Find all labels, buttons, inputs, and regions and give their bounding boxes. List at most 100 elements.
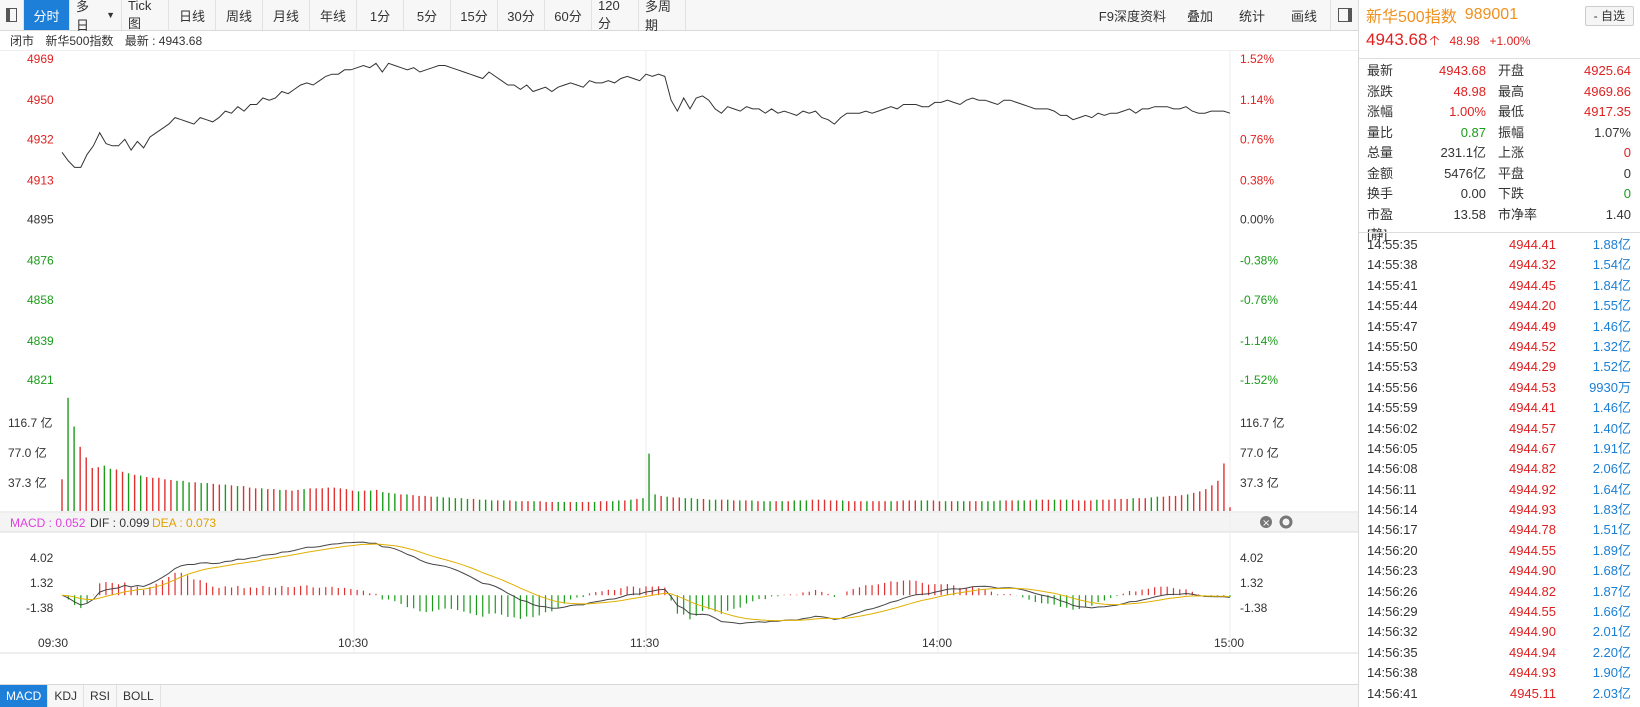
tick-row: 14:56:11 4944.92 1.64亿 [1359,480,1640,500]
info-latest-sep: : [148,34,159,48]
quote-value: 1.40 [1605,206,1631,222]
toggle-right-panel-button[interactable] [1330,0,1358,30]
quote-key: 最新 [1367,63,1394,78]
tick-row: 14:55:50 4944.52 1.32亿 [1359,337,1640,357]
tick-price: 4945.11 [1509,685,1556,701]
tab-monthly[interactable]: 月线 [263,0,310,30]
market-status: 闭市 [10,34,35,48]
tick-row: 14:56:38 4944.93 1.90亿 [1359,663,1640,683]
overlay-button[interactable]: 叠加 [1186,8,1213,24]
dea-value-label: DEA : 0.073 [152,516,216,530]
quote-key: 平盘 [1498,165,1525,181]
tab-multi-period[interactable]: 多周期 [639,0,686,33]
tab-intraday[interactable]: 分时 [24,0,70,30]
tick-price: 4944.32 [1509,257,1556,273]
tick-time: 14:56:29 [1367,604,1418,620]
price-line [61,62,1231,168]
tick-amount: 1.68亿 [1592,563,1631,579]
tick-price: 4944.93 [1509,502,1556,518]
indicator-tab-rsi[interactable]: RSI [84,685,118,707]
tab-30min[interactable]: 30分 [498,0,545,30]
tick-amount: 2.06亿 [1592,461,1631,477]
tick-amount: 1.87亿 [1592,583,1631,599]
pct-axis-label: 1.14% [1240,93,1274,107]
tick-price: 4944.45 [1509,277,1556,293]
info-index-name: 新华500指数 [45,34,114,48]
macd-value-label: MACD : 0.052 [10,516,86,530]
tick-amount: 1.51亿 [1592,522,1631,538]
price-axis-label: 4932 [27,132,54,146]
quote-key: 振幅 [1498,124,1525,140]
tick-row: 14:56:02 4944.57 1.40亿 [1359,419,1640,439]
quote-key: 金额 [1367,165,1394,181]
toolbar-spacer [686,0,1091,30]
arrow-up-icon: 🡡 [1429,32,1440,48]
quote-row: 涨跌 48.98 最高 4969.86 [1359,82,1640,103]
tick-time: 14:56:32 [1367,624,1418,640]
indicator-tab-boll[interactable]: BOLL [117,685,161,707]
quote-value: 5476亿 [1444,165,1486,181]
tick-amount: 1.64亿 [1592,481,1631,497]
volume-axis-label: 116.7 亿 [1240,415,1284,430]
quote-key: 最高 [1498,83,1525,99]
time-axis-label: 10:30 [338,636,368,650]
price-change-pct: +1.00% [1489,34,1531,48]
quote-price-line: 4943.68 🡡 48.98 +1.00% [1359,30,1640,52]
chart-toolbar: 分时 多日 ▼ Tick图 日线 周线 月线 年线 1分 5分 15分 30分 6… [0,0,1358,33]
macd-axis-label: -1.38 [1240,601,1268,615]
time-axis-label: 14:00 [922,636,952,650]
quote-key: 最低 [1498,104,1525,119]
toggle-left-panel-button[interactable] [0,0,24,30]
tick-amount: 2.20亿 [1592,644,1631,660]
quote-value: 0.00 [1460,186,1486,201]
tick-amount: 2.03亿 [1592,685,1631,701]
tick-price: 4944.41 [1509,400,1556,416]
tick-time: 14:55:53 [1367,359,1418,375]
tick-time: 14:55:59 [1367,400,1418,416]
price-axis-label: 4895 [27,213,54,227]
tab-120min[interactable]: 120分 [592,0,639,31]
tick-amount: 1.32亿 [1592,338,1631,354]
indicator-tab-macd[interactable]: MACD [0,685,49,707]
pct-axis-label: -0.38% [1240,254,1278,268]
intraday-chart[interactable]: 4969 1.52% 4950 1.14% 4932 0.76% 4913 0.38% 4895… [0,51,1358,684]
tick-row: 14:56:23 4944.90 1.68亿 [1359,561,1640,581]
tab-15min[interactable]: 15分 [451,0,498,30]
quote-key: 市盈[静] [1367,206,1394,243]
tick-row: 14:56:32 4944.90 2.01亿 [1359,622,1640,642]
tab-yearly[interactable]: 年线 [310,0,357,30]
tick-price: 4944.55 [1509,604,1556,620]
tab-tick[interactable]: Tick图 [122,0,169,31]
stats-button[interactable]: 统计 [1238,8,1265,24]
tick-time: 14:55:41 [1367,277,1418,293]
quote-key: 涨幅 [1367,104,1394,119]
panel-left-icon [6,8,17,22]
tab-5min[interactable]: 5分 [404,0,451,30]
tick-row: 14:55:53 4944.29 1.52亿 [1359,357,1640,377]
tick-row: 14:56:08 4944.82 2.06亿 [1359,459,1640,479]
tab-weekly[interactable]: 周线 [216,0,263,30]
tick-price: 4944.93 [1509,665,1556,681]
quote-key: 上涨 [1498,145,1525,160]
price-axis-label: 4913 [27,173,54,187]
add-favorite-button[interactable]: - 自选 [1584,6,1634,26]
macd-axis-label: 4.02 [30,551,54,565]
quote-value: 0.87 [1460,124,1486,140]
tick-amount: 1.83亿 [1592,502,1631,518]
tick-price: 4944.82 [1509,583,1556,599]
panel-right-icon [1337,8,1352,22]
tab-1min[interactable]: 1分 [357,0,404,30]
tick-amount: 2.01亿 [1592,624,1631,640]
tab-daily[interactable]: 日线 [169,0,216,30]
dif-value-label: DIF : 0.099 [90,516,150,530]
tick-list[interactable]: 14:55:35 4944.41 1.88亿 14:55:38 4944.32 1.54亿… [1359,232,1640,704]
pct-axis-label: -0.76% [1240,293,1278,307]
volume-axis-label: 77.0 亿 [8,445,47,460]
draw-button[interactable]: 画线 [1290,8,1317,24]
indicator-tab-kdj[interactable]: KDJ [48,685,85,707]
f9-depth-button[interactable]: F9深度资料 [1098,8,1166,24]
tab-multi-day[interactable]: 多日 ▼ [70,0,122,33]
tick-price: 4944.57 [1509,420,1556,436]
quote-title: 新华500指数 989001 [1359,0,1640,30]
tab-60min[interactable]: 60分 [545,0,592,30]
